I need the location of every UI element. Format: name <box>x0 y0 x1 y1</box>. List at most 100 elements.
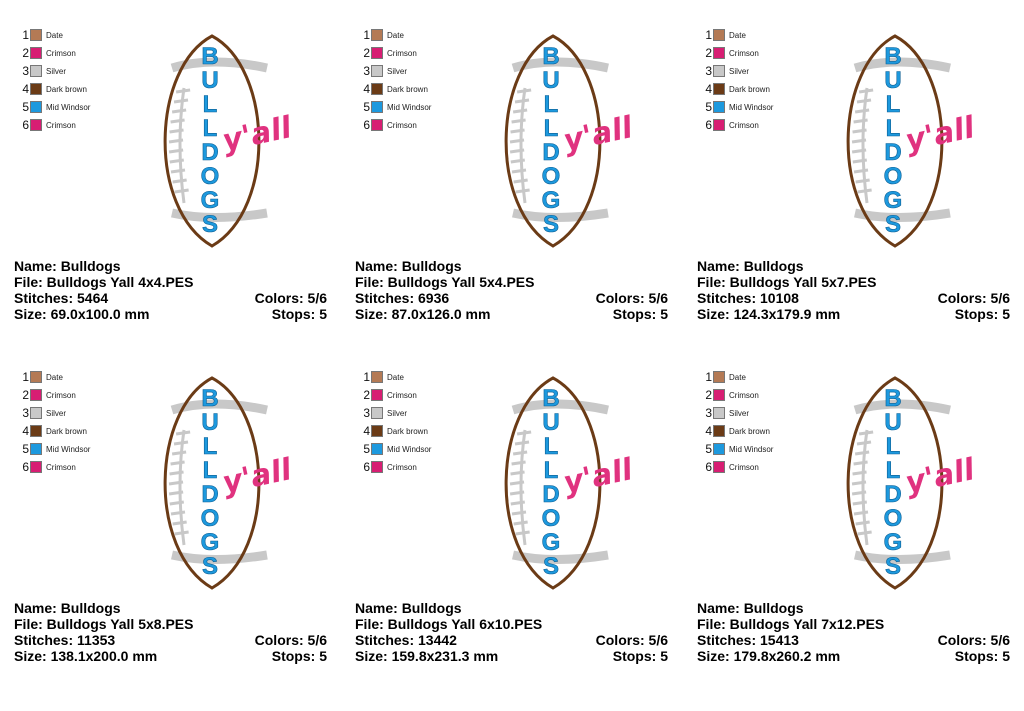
color-legend: 1 Date 2 Crimson 3 Silver 4 Dark brown 5 Mid Wind… <box>701 368 773 476</box>
legend-row: 4 Dark brown <box>701 80 773 98</box>
lace-stitch <box>853 510 869 516</box>
lace-stitch <box>516 88 532 94</box>
legend-row: 5 Mid Windsor <box>701 440 773 458</box>
color-swatch <box>713 371 725 383</box>
legend-number: 5 <box>363 442 370 456</box>
stops-value: 5 <box>660 306 668 322</box>
script-text: y'all <box>902 110 978 159</box>
legend-number: 2 <box>363 388 370 402</box>
legend-number: 2 <box>22 388 29 402</box>
stitches-line: Stitches: 11353 Colors: 5/6 <box>14 632 327 648</box>
design-sheet: 1 Date 2 Crimson 3 Silver 4 Dark brown 5 Mid Wind… <box>341 342 682 684</box>
size-line: Size: 138.1x200.0 mm Stops: 5 <box>14 648 327 664</box>
football-stripe <box>170 399 268 415</box>
color-swatch <box>30 461 42 473</box>
word-letter: L <box>544 457 559 484</box>
thread-name: Date <box>387 30 404 40</box>
name-line: Name: Bulldogs <box>355 258 668 274</box>
legend-number: 6 <box>363 118 370 132</box>
lace-stitch <box>855 178 870 184</box>
word-letter: U <box>201 409 218 436</box>
word-letter: B <box>884 43 901 70</box>
lace-stitch <box>168 138 184 144</box>
file-label: File: <box>697 274 726 290</box>
colors-label: Colors: <box>595 290 645 306</box>
size-line: Size: 69.0x100.0 mm Stops: 5 <box>14 306 327 322</box>
legend-number: 4 <box>705 82 712 96</box>
file-line: File: Bulldogs Yall 5x7.PES <box>697 274 1010 290</box>
thread-name: Date <box>387 372 404 382</box>
lace-stitch <box>510 470 525 476</box>
stops-value: 5 <box>1002 648 1010 664</box>
thread-name: Silver <box>46 66 67 76</box>
lace-seam <box>861 87 869 204</box>
colors-label: Colors: <box>595 632 645 648</box>
color-swatch <box>713 29 725 41</box>
color-swatch <box>371 119 383 131</box>
size-line: Size: 159.8x231.3 mm Stops: 5 <box>355 648 668 664</box>
word-letter: L <box>544 91 559 118</box>
lace-stitch <box>853 168 869 174</box>
legend-number: 5 <box>363 100 370 114</box>
color-swatch <box>371 101 383 113</box>
color-swatch <box>371 461 383 473</box>
lace-seam <box>519 429 527 546</box>
lace-stitch <box>169 128 184 134</box>
name-value: Bulldogs <box>401 258 462 274</box>
colors-label: Colors: <box>937 290 987 306</box>
football-outline <box>846 376 944 590</box>
lace-stitch <box>854 450 870 456</box>
name-line: Name: Bulldogs <box>697 600 1010 616</box>
thread-name: Date <box>46 30 63 40</box>
color-swatch <box>30 371 42 383</box>
stitches-label: Stitches: <box>697 632 757 648</box>
lace-stitch <box>509 480 525 486</box>
lace-stitch <box>515 530 530 536</box>
legend-number: 5 <box>705 100 712 114</box>
colors-value: 5/6 <box>307 290 327 306</box>
colors-count: Colors: 5/6 <box>938 290 1010 306</box>
thread-name: Dark brown <box>46 426 87 436</box>
lace-stitch <box>515 188 530 194</box>
color-swatch <box>713 47 725 59</box>
thread-name: Mid Windsor <box>46 444 91 454</box>
color-swatch <box>30 101 42 113</box>
color-swatch <box>713 425 725 437</box>
stitches-label: Stitches: <box>14 632 74 648</box>
file-value: Bulldogs Yall 7x12.PES <box>729 616 885 632</box>
legend-row: 3 Silver <box>359 404 431 422</box>
lace-stitch <box>170 168 186 174</box>
word-letter: L <box>544 115 559 142</box>
legend-row: 4 Dark brown <box>18 422 90 440</box>
colors-value: 5/6 <box>307 632 327 648</box>
lace-stitch <box>511 460 526 466</box>
thread-name: Silver <box>729 408 750 418</box>
stops-count: Stops: 5 <box>613 648 668 664</box>
name-value: Bulldogs <box>60 258 121 274</box>
colors-value: 5/6 <box>648 632 668 648</box>
legend-number: 1 <box>363 28 370 42</box>
legend-number: 3 <box>363 406 370 420</box>
word-letter: B <box>884 385 901 412</box>
football-stripe <box>512 208 609 222</box>
stops-value: 5 <box>1002 306 1010 322</box>
legend-row: 1 Date <box>701 26 773 44</box>
file-value: Bulldogs Yall 4x4.PES <box>46 274 194 290</box>
design-sheet: 1 Date 2 Crimson 3 Silver 4 Dark brown 5 Mid Wind… <box>0 342 341 684</box>
legend-number: 3 <box>705 64 712 78</box>
lace-stitch <box>514 440 530 446</box>
legend-row: 1 Date <box>18 368 90 386</box>
color-legend: 1 Date 2 Crimson 3 Silver 4 Dark brown 5 Mid Wind… <box>18 368 90 476</box>
thread-name: Crimson <box>46 462 76 472</box>
stitches-value: 5464 <box>77 290 109 306</box>
thread-name: Mid Windsor <box>46 102 91 112</box>
name-line: Name: Bulldogs <box>14 258 327 274</box>
stops-count: Stops: 5 <box>272 306 327 322</box>
legend-number: 3 <box>705 406 712 420</box>
color-swatch <box>30 83 42 95</box>
football-stripe <box>854 208 951 222</box>
legend-row: 3 Silver <box>701 62 773 80</box>
stitches-label: Stitches: <box>355 290 415 306</box>
word-letter: S <box>543 211 559 238</box>
lace-stitch <box>175 88 191 94</box>
